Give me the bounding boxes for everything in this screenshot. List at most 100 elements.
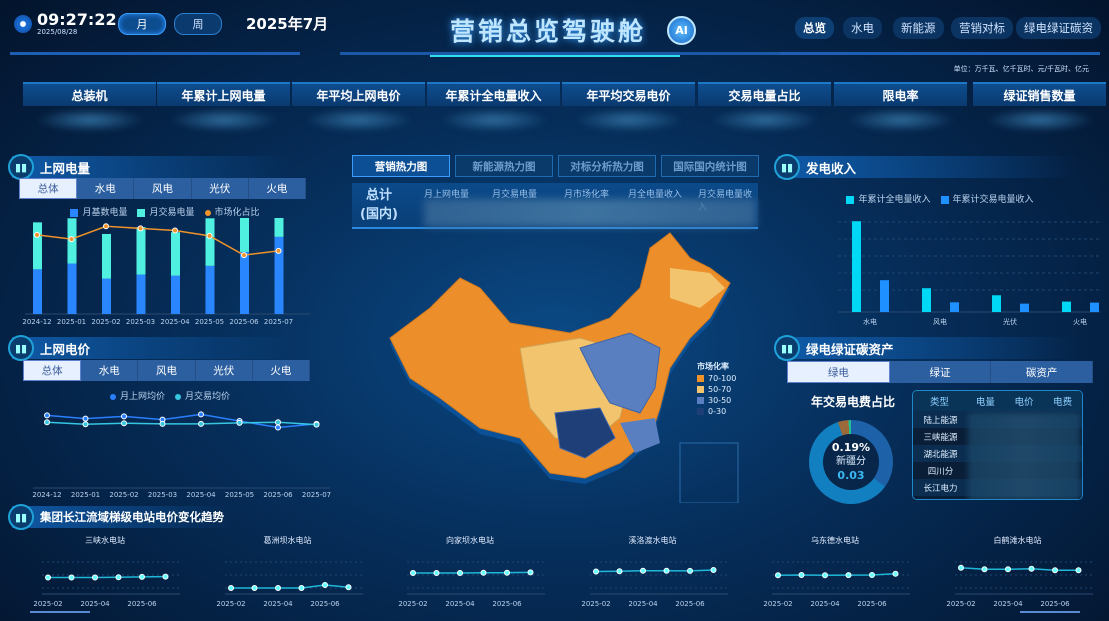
section-title: 绿电绿证碳资产 (806, 341, 894, 357)
station-line (230, 584, 349, 589)
map-legend-item[interactable]: 0-30 (697, 407, 736, 416)
bar-trade-revenue (950, 302, 959, 312)
station-point (1028, 565, 1034, 572)
building-icon: ▮▮ (8, 154, 34, 180)
ratio-point (275, 247, 282, 254)
scrollbar-right[interactable] (1020, 611, 1080, 613)
kpi-value-blurred (846, 108, 956, 132)
nav-benchmark[interactable]: 营销对标 (951, 17, 1013, 39)
legend-trade-price: 月交易均价 (175, 389, 230, 402)
table-values-blurred (968, 413, 1080, 499)
kpi-value-blurred (985, 108, 1095, 132)
green-table: 类型 电量 电价 电费 陆上能源三峡能源湖北能源四川分长江电力新疆分 (912, 390, 1083, 500)
tab-4[interactable]: 火电 (253, 360, 311, 381)
scrollbar-left[interactable] (30, 611, 90, 613)
tab-2[interactable]: 风电 (138, 360, 196, 381)
map-legend-item[interactable]: 50-70 (697, 385, 736, 394)
bar-trade (240, 218, 249, 252)
legend-trade-revenue: 年累计交易电量收入 (940, 192, 1034, 205)
south-china-sea-inset (679, 442, 739, 503)
map-region-0-30[interactable] (554, 407, 616, 459)
kpi-card[interactable]: 年平均上网电价 (292, 82, 425, 106)
station-point (686, 567, 693, 574)
donut-label: 新疆分 (836, 456, 866, 467)
kpi-card[interactable]: 交易电量占比 (698, 82, 831, 106)
station-line (413, 571, 531, 574)
station-point (892, 570, 899, 577)
tab-3[interactable]: 光伏 (192, 178, 249, 199)
total-col-header: 月全电量收入 (628, 190, 683, 200)
period-tab-month[interactable]: 月 (118, 13, 166, 35)
center-tab-3[interactable]: 国际国内统计图 (661, 155, 759, 177)
station-name: 溪洛渡水电站 (628, 536, 677, 545)
map-region-30-50[interactable] (579, 332, 661, 414)
station-line (48, 575, 166, 579)
nav-green[interactable]: 绿电绿证碳资 (1016, 17, 1101, 39)
price-point (313, 421, 320, 428)
price-line (46, 421, 317, 426)
tab-1[interactable]: 水电 (77, 178, 135, 199)
tab-0[interactable]: 总体 (23, 360, 82, 381)
nav-overview[interactable]: 总览 (795, 17, 834, 39)
map-region-south[interactable] (620, 418, 660, 453)
kpi-value-blurred (710, 108, 820, 132)
nav-hydro[interactable]: 水电 (843, 17, 882, 39)
clock: 09:27:22 2025/08/28 (14, 12, 117, 36)
bar-base (33, 269, 42, 314)
kpi-card[interactable]: 年平均交易电价 (562, 82, 695, 106)
tab-1[interactable]: 绿证 (890, 361, 992, 383)
station-point (822, 572, 828, 579)
center-tab-0[interactable]: 营销热力图 (352, 155, 450, 177)
station-point (68, 574, 75, 581)
kpi-card[interactable]: 限电率 (834, 82, 967, 106)
kpi-card[interactable]: 绿证销售数量 (973, 82, 1106, 106)
period-tab-week[interactable]: 周 (174, 13, 222, 35)
bar-trade (33, 222, 42, 270)
kpi-card[interactable]: 年累计上网电量 (157, 82, 290, 106)
station-name: 葛洲坝水电站 (263, 536, 312, 545)
tab-2[interactable]: 风电 (134, 178, 192, 199)
tab-4[interactable]: 火电 (249, 178, 307, 199)
building-icon: ▮▮ (8, 504, 34, 530)
total-label-scope: (国内) (360, 207, 398, 222)
station-point (957, 564, 964, 571)
station-name: 三峡水电站 (85, 536, 125, 545)
tab-0[interactable]: 绿电 (787, 361, 890, 383)
station-point (663, 567, 669, 574)
ratio-point (172, 227, 178, 234)
ratio-point (68, 236, 75, 243)
price-line (46, 413, 317, 429)
tab-3[interactable]: 光伏 (196, 360, 253, 381)
kpi-card[interactable]: 年累计全电量收入 (427, 82, 560, 106)
tab-2[interactable]: 碳资产 (991, 361, 1094, 383)
price-point (44, 412, 50, 419)
tab-0[interactable]: 总体 (19, 178, 78, 199)
donut-chart[interactable]: 0.19% 新疆分 0.03 (809, 420, 893, 504)
nav-new-energy[interactable]: 新能源 (893, 17, 944, 39)
map-legend-item[interactable]: 30-50 (697, 396, 736, 405)
x-tick-label: 2025-06 (229, 318, 259, 326)
price-point (198, 411, 204, 418)
bar-trade-revenue (880, 280, 889, 312)
x-tick-label: 2025-02 (398, 600, 427, 608)
tab-1[interactable]: 水电 (81, 360, 139, 381)
station-line (960, 567, 1078, 572)
kpi-card[interactable]: 总装机 (23, 82, 156, 106)
bar-base (102, 278, 111, 314)
station-chart: 2025-02 2025-04 2025-06 (581, 561, 728, 608)
china-heat-map[interactable] (370, 228, 750, 503)
ratio-point (241, 252, 247, 259)
total-label: 总计 (365, 188, 392, 203)
center-tab-1[interactable]: 新能源热力图 (455, 155, 553, 177)
table-header: 类型 (930, 397, 950, 408)
bar-trade (171, 232, 180, 276)
total-col-header: 月上网电量 (424, 190, 470, 200)
map-legend-item[interactable]: 70-100 (697, 374, 736, 383)
x-tick-label: 2025-04 (263, 600, 293, 608)
map-region-northeast[interactable] (670, 268, 725, 308)
ai-button[interactable]: AI (667, 16, 696, 45)
x-tick-label: 水电 (863, 317, 877, 326)
center-tab-2[interactable]: 对标分析热力图 (558, 155, 656, 177)
x-tick-label: 2025-06 (857, 600, 887, 608)
station-point (345, 584, 351, 591)
